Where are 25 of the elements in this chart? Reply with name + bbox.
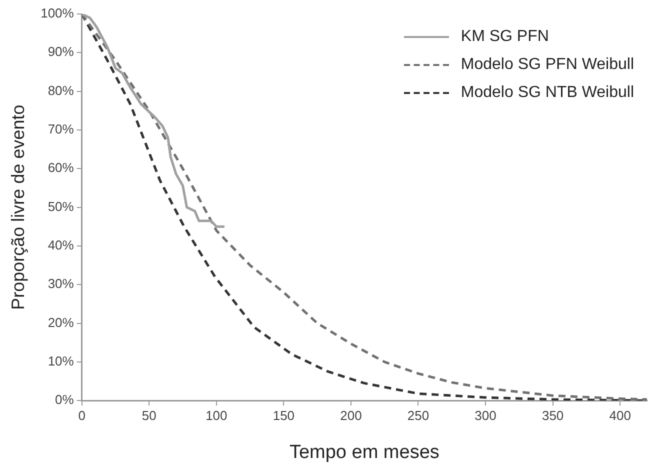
legend-label: Modelo SG NTB Weibull [460,84,634,102]
y-tick-label: 80% [48,82,74,98]
x-tick-label: 0 [78,408,86,423]
x-tick-label: 50 [142,408,156,423]
y-tick-label: 30% [48,276,74,292]
x-tick-label: 400 [609,408,631,423]
x-tick-label: 200 [340,408,362,423]
y-tick-label: 100% [40,6,74,21]
y-tick-label: 0% [55,392,74,408]
legend-label: Modelo SG PFN Weibull [460,56,634,74]
y-tick-label: 60% [48,160,74,176]
y-tick-label: 70% [48,122,74,137]
x-tick-label: 300 [474,408,496,423]
x-tick-label: 100 [206,408,228,423]
legend-label: KM SG PFN [460,28,549,46]
y-axis-title: Proporção livre de evento [8,104,28,310]
y-tick-label: 20% [48,314,74,330]
y-tick-label: 50% [48,198,74,214]
x-tick-label: 350 [542,408,564,423]
y-tick-label: 10% [48,354,74,369]
y-tick-label: 90% [48,44,74,60]
x-tick-label: 150 [272,408,295,423]
x-axis-title: Tempo em meses [289,442,440,463]
x-tick-label: 250 [407,408,430,423]
y-tick-label: 40% [48,238,74,253]
